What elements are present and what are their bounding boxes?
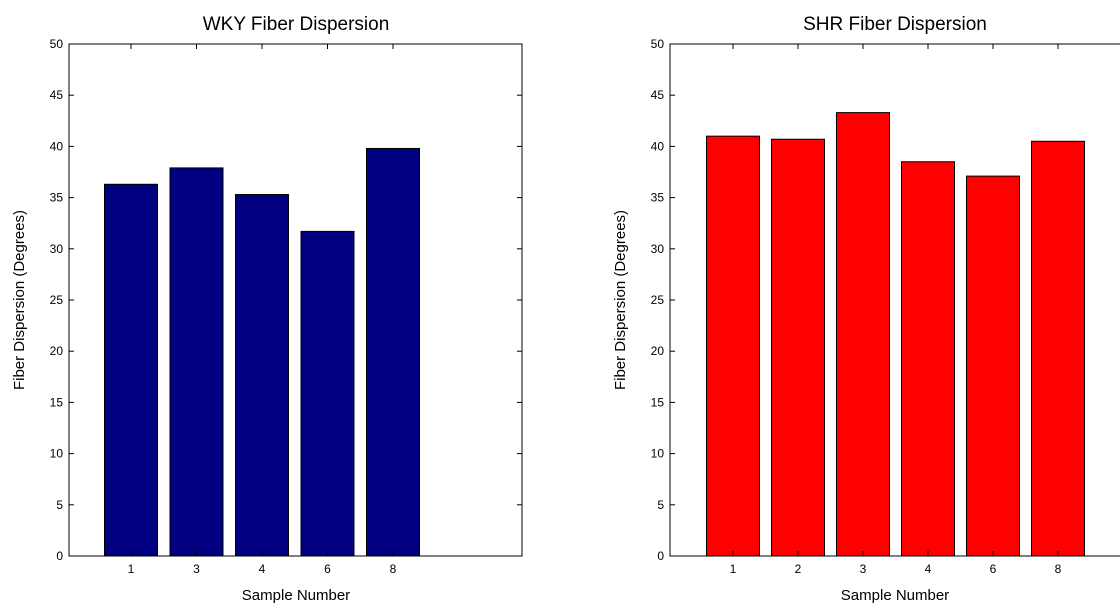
y-tick-label: 25 [651,293,665,307]
chart-title: WKY Fiber Dispersion [203,14,390,35]
y-tick-label: 15 [50,395,64,409]
x-axis-label: Sample Number [242,587,350,604]
y-tick-label: 45 [651,88,665,102]
y-axis: 0 5 10 15 20 25 30 35 40 45 50 [50,37,522,563]
bar [1031,140,1085,557]
bar-group [104,147,420,557]
bar [706,135,760,557]
y-axis: 0 5 10 15 20 25 30 35 40 45 50 [651,37,675,563]
y-tick-label: 10 [651,447,665,461]
x-tick-label: 1 [730,562,737,576]
y-tick-label: 30 [50,242,64,256]
bar [235,194,289,557]
y-tick-label: 5 [657,498,664,512]
x-tick-label: 1 [128,562,135,576]
bar [836,112,890,557]
x-tick-label: 8 [390,562,397,576]
bar [966,175,1020,557]
y-tick-label: 10 [50,447,64,461]
y-tick-label: 40 [651,139,665,153]
y-tick-label: 0 [657,549,664,563]
chart-wky: WKY Fiber Dispersion 0 5 10 15 20 25 30 35 40 45 5… [11,14,523,604]
x-tick-label: 4 [925,562,932,576]
y-tick-label: 50 [651,37,665,51]
x-tick-label: 2 [795,562,802,576]
bar [169,167,224,557]
y-axis-label: Fiber Dispersion (Degrees) [11,210,28,390]
y-tick-label: 15 [651,395,665,409]
y-tick-label: 20 [50,344,64,358]
x-tick-label: 3 [860,562,867,576]
x-tick-label: 6 [990,562,997,576]
y-tick-label: 35 [651,191,665,205]
y-tick-label: 20 [651,344,665,358]
x-tick-label: 8 [1055,562,1062,576]
x-axis-label: Sample Number [841,587,949,604]
bar [771,138,825,557]
bar [104,183,158,557]
y-tick-label: 0 [56,549,63,563]
bar [901,161,955,557]
chart-title: SHR Fiber Dispersion [803,14,987,35]
y-tick-label: 35 [50,191,64,205]
bar-group [706,112,1085,557]
x-axis: 1 2 3 4 6 8 [730,44,1062,576]
x-tick-label: 6 [324,562,331,576]
bar [300,230,355,557]
y-tick-label: 5 [56,498,63,512]
x-axis: 1 3 4 6 8 [128,44,397,576]
x-tick-label: 3 [193,562,200,576]
x-tick-label: 4 [259,562,266,576]
y-tick-label: 25 [50,293,64,307]
bar [366,147,420,557]
y-tick-label: 50 [50,37,64,51]
y-tick-label: 40 [50,139,64,153]
y-tick-label: 45 [50,88,64,102]
y-axis-label: Fiber Dispersion (Degrees) [612,210,629,390]
y-tick-label: 30 [651,242,665,256]
chart-shr: SHR Fiber Dispersion 0 5 10 15 20 25 30 35 40 45 5… [612,14,1120,604]
